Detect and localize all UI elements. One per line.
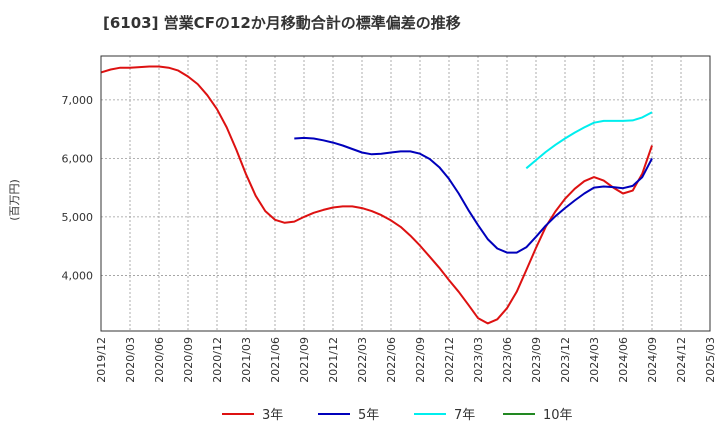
x-tick-label: 2021/06 [269, 337, 282, 383]
x-tick-label: 2024/09 [646, 337, 659, 383]
x-tick-label: 2019/12 [95, 337, 108, 383]
legend-label-0: 3年 [262, 408, 283, 423]
y-axis-ticks: 4,000 5,000 6,000 7,000 [62, 94, 94, 283]
x-tick-label: 2021/12 [327, 337, 340, 383]
x-tick-label: 2024/03 [588, 337, 601, 383]
x-tick-label: 2022/12 [443, 337, 456, 383]
series-line-1 [294, 136, 653, 254]
x-tick-label: 2020/12 [211, 337, 224, 383]
x-tick-label: 2023/09 [530, 337, 543, 383]
x-tick-label: 2020/09 [182, 337, 195, 383]
plot-frame [100, 55, 711, 332]
series-lines [100, 65, 653, 325]
y-tick-label: 6,000 [62, 152, 94, 165]
x-tick-label: 2023/03 [472, 337, 485, 383]
y-tick-label: 7,000 [62, 94, 94, 107]
legend-label-2: 7年 [454, 408, 475, 423]
legend-label-1: 5年 [358, 408, 379, 423]
y-tick-label: 5,000 [62, 211, 94, 224]
grid [100, 56, 711, 331]
series-line-0 [100, 65, 653, 325]
y-tick-label: 4,000 [62, 269, 94, 282]
x-tick-label: 2024/12 [675, 337, 688, 383]
x-tick-label: 2025/03 [704, 337, 717, 383]
legend-label-3: 10年 [543, 408, 573, 423]
x-axis-ticks: 2019/12 2020/03 2020/06 2020/09 2020/12 2021/… [95, 337, 717, 383]
x-tick-label: 2021/09 [298, 337, 311, 383]
y-axis-label: (百万円) [8, 179, 21, 221]
series-line-2 [525, 111, 653, 170]
x-tick-label: 2023/06 [501, 337, 514, 383]
x-tick-label: 2020/06 [153, 337, 166, 383]
x-tick-label: 2022/06 [385, 337, 398, 383]
x-tick-label: 2023/12 [559, 337, 572, 383]
x-tick-label: 2020/03 [124, 337, 137, 383]
legend: 3年 5年 7年 10年 [222, 408, 573, 423]
x-tick-label: 2021/03 [240, 337, 253, 383]
x-tick-label: 2022/03 [356, 337, 369, 383]
chart-title: [6103] 営業CFの12か月移動合計の標準偏差の推移 [103, 14, 461, 32]
x-tick-label: 2022/09 [414, 337, 427, 383]
x-tick-label: 2024/06 [617, 337, 630, 383]
